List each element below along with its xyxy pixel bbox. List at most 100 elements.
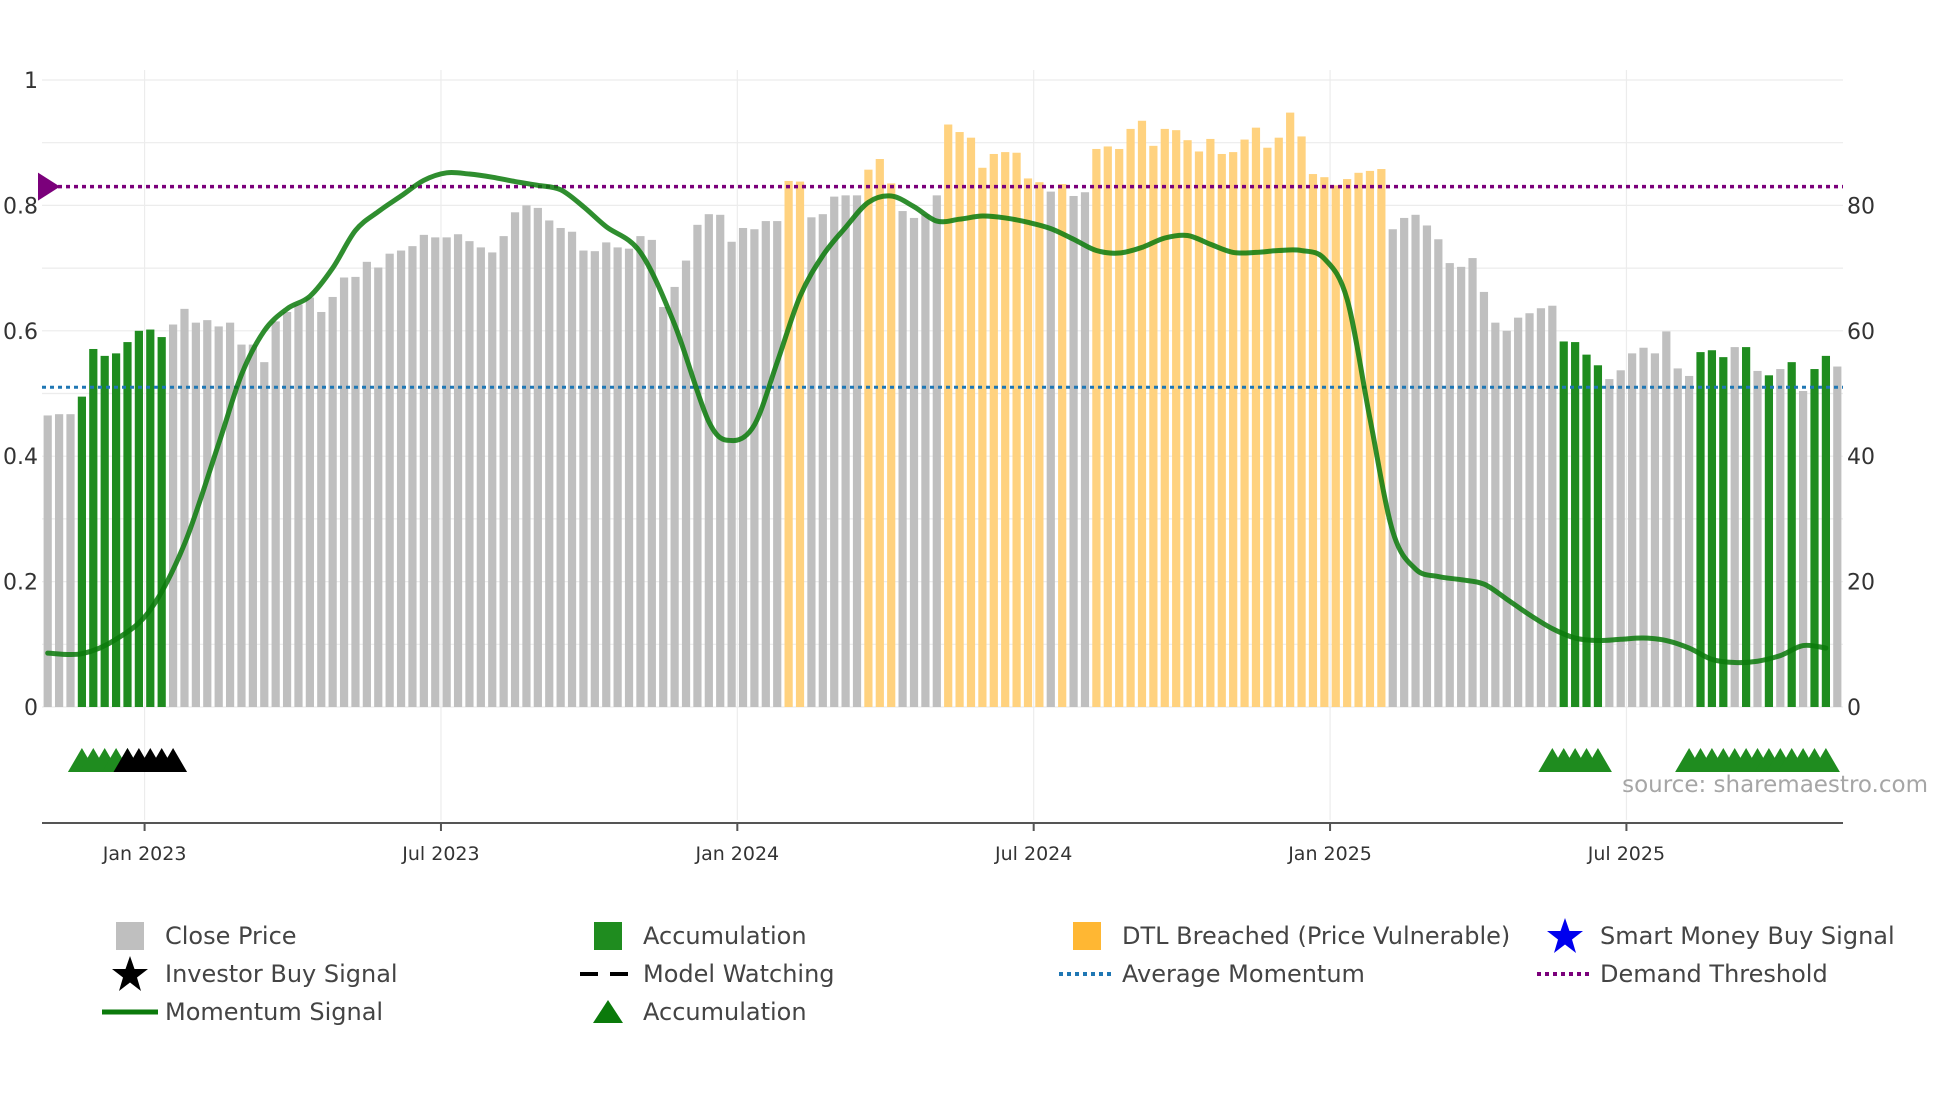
- bar-dtl: [1012, 152, 1021, 707]
- legend-item-model-watching: Model Watching: [573, 956, 835, 992]
- x-tick-label: Jan 2024: [694, 843, 779, 865]
- bar-dtl: [1035, 182, 1044, 708]
- bar-dtl: [1183, 140, 1192, 707]
- bar-dtl: [955, 132, 964, 707]
- bar-close: [613, 247, 622, 707]
- bar-close: [54, 414, 64, 707]
- bar-close: [510, 212, 520, 707]
- bar-dtl: [1160, 128, 1169, 707]
- investor-buy-triangle: [159, 748, 188, 772]
- legend-label: Accumulation: [643, 998, 807, 1026]
- bar-dtl: [1194, 151, 1204, 707]
- signal-markers: [67, 748, 1840, 772]
- axes: Jan 2023 Jul 2023 Jan 2024 Jul 2024 Jan 2025…: [3, 69, 1875, 865]
- bar-close: [773, 221, 782, 707]
- bar-close: [1730, 347, 1739, 707]
- bar-close: [328, 296, 337, 707]
- bar-accumulation: [1810, 369, 1819, 707]
- bar-close: [1479, 291, 1489, 707]
- bar-dtl: [1137, 120, 1147, 707]
- bar-close: [533, 207, 542, 707]
- bar-close: [225, 322, 235, 707]
- bar-close: [1046, 191, 1055, 707]
- bar-close: [1616, 370, 1625, 707]
- bar-close: [453, 234, 463, 707]
- bar-dtl: [1297, 136, 1306, 707]
- bar-dtl: [795, 181, 805, 708]
- bar-dtl: [1377, 169, 1386, 707]
- bar-close: [647, 239, 656, 707]
- bar-close: [1662, 331, 1671, 707]
- bar-close: [203, 320, 212, 707]
- bar-close: [476, 247, 485, 707]
- momentum-line-layer: [45, 169, 1829, 666]
- bar-close: [1502, 330, 1511, 707]
- bar-close: [1525, 313, 1534, 707]
- bar-close: [545, 220, 554, 707]
- x-tick-label: Jan 2025: [1287, 843, 1372, 865]
- source-label: source: sharemaestro.com: [1622, 772, 1928, 798]
- bar-close: [761, 221, 770, 707]
- bar-close: [602, 242, 611, 707]
- bar-dtl: [1172, 130, 1181, 707]
- bar-close: [852, 195, 862, 708]
- bar-dtl: [944, 124, 953, 708]
- bar-close: [419, 234, 428, 707]
- legend-item-demand-threshold: Demand Threshold: [1530, 956, 1828, 992]
- bar-dtl: [1308, 174, 1318, 708]
- bar-dtl: [1058, 184, 1067, 707]
- y-right-tick-label: 20: [1847, 571, 1875, 596]
- bar-accumulation: [1593, 365, 1603, 707]
- bar-accumulation: [77, 396, 86, 707]
- bar-close: [590, 251, 599, 707]
- bar-dtl: [887, 183, 896, 707]
- green-square-icon: [594, 922, 622, 950]
- bar-accumulation: [1582, 354, 1591, 707]
- legend-item-investor-buy: Investor Buy Signal: [95, 956, 398, 992]
- bar-close: [1650, 353, 1660, 707]
- bar-close: [579, 250, 588, 707]
- legend-item-dtl-breached: DTL Breached (Price Vulnerable): [1052, 918, 1510, 954]
- bar-close: [1491, 322, 1500, 707]
- legend-label: Accumulation: [643, 922, 807, 950]
- bar-dtl: [1206, 138, 1215, 708]
- blue-dotted-line-icon: [1059, 972, 1115, 976]
- bar-dtl: [1365, 170, 1375, 708]
- bar-dtl: [1001, 152, 1010, 708]
- bar-close: [1799, 390, 1808, 707]
- bar-accumulation: [146, 329, 155, 707]
- bar-dtl: [966, 137, 976, 707]
- y-right-tick-label: 0: [1847, 696, 1861, 721]
- bar-close: [1753, 370, 1762, 707]
- bar-accumulation: [1719, 357, 1728, 707]
- bar-dtl: [1240, 139, 1249, 707]
- bar-dtl: [1023, 178, 1033, 708]
- bar-close: [693, 224, 702, 707]
- bar-dtl: [1229, 152, 1238, 708]
- y-left-tick-label: 0.4: [3, 445, 38, 470]
- legend-item-accumulation-bar: Accumulation: [573, 918, 807, 954]
- blue-star-icon: [1547, 918, 1583, 953]
- legend-item-smart-money: Smart Money Buy Signal: [1530, 918, 1895, 954]
- bar-close: [750, 229, 759, 707]
- bar-dtl: [1343, 179, 1352, 708]
- bar-close: [43, 415, 52, 707]
- bar-accumulation: [1821, 355, 1831, 707]
- legend-label: Investor Buy Signal: [165, 960, 398, 988]
- x-tick-label: Jul 2024: [994, 843, 1072, 865]
- bar-close: [442, 237, 451, 707]
- bar-close: [317, 311, 326, 707]
- legend-label: Demand Threshold: [1600, 960, 1828, 988]
- black-dash-icon: [580, 972, 636, 976]
- bar-dtl: [1286, 112, 1295, 707]
- bar-dtl: [1274, 137, 1283, 707]
- legend-item-accumulation-marker: Accumulation: [573, 994, 807, 1030]
- bar-close: [1411, 214, 1420, 707]
- bar-close: [659, 306, 668, 707]
- bar-close: [214, 326, 223, 707]
- green-triangle-icon: [593, 1000, 623, 1023]
- bar-close: [556, 227, 565, 708]
- bar-close: [1080, 192, 1090, 707]
- bar-close: [1457, 266, 1466, 707]
- bar-close: [830, 196, 839, 707]
